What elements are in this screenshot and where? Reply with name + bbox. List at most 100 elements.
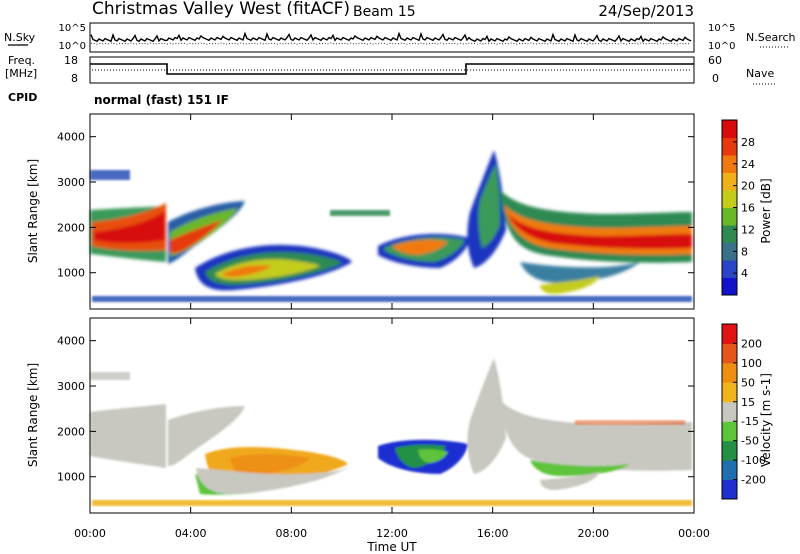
x-tick-label: 16:00	[477, 527, 509, 540]
velocity-y-tick-label: 1000	[57, 471, 85, 484]
power-band-noon-orange	[392, 239, 448, 255]
power-upper-scatter-1	[90, 170, 130, 180]
noise-panel: N.Sky 10^5 10^0 10^5 10^0 N.Search	[4, 22, 796, 53]
power-panel: Slant Range [km] 1000 2000 3000 4000 4 8 12 16…	[26, 113, 773, 310]
power-band-night-dawn	[540, 276, 600, 294]
noise-y-tick-bottom: 10^0	[59, 41, 86, 52]
power-colorbar-segment	[722, 277, 737, 296]
noise-search-series	[90, 42, 692, 45]
velocity-colorbar-tick-label: -15	[741, 415, 759, 428]
velocity-orange-core	[230, 454, 310, 476]
x-axis-title: Time UT	[366, 540, 417, 554]
nave-tick-top: 60	[708, 54, 722, 67]
power-y-axis-label: Slant Range [km]	[26, 159, 40, 263]
velocity-colorbar-segment	[722, 343, 737, 364]
cpid-label: CPID	[8, 91, 37, 104]
velocity-green-night	[530, 460, 630, 476]
velocity-upper-scatter-1	[90, 372, 130, 380]
velocity-colorbar-segment	[722, 324, 737, 344]
power-colorbar-tick-label: 4	[741, 267, 748, 280]
velocity-colorbar-segment	[722, 440, 737, 461]
power-band-morning-red	[170, 220, 222, 254]
velocity-colorbar-tick-label: 15	[741, 396, 755, 409]
velocity-plume	[467, 358, 506, 474]
power-band-day-orange	[222, 265, 272, 277]
velocity-gs-morning	[168, 406, 245, 466]
velocity-gs-day	[196, 465, 352, 494]
power-colorbar-segment	[722, 207, 737, 226]
velocity-colorbar-tick-label: 100	[741, 357, 762, 370]
noise-y-tick-top: 10^5	[59, 23, 86, 34]
power-x-ticks	[89, 114, 695, 309]
velocity-gs-dawn	[540, 472, 600, 490]
velocity-colorbar: 200 100 50 15 -15 -50 -100 -200	[721, 323, 766, 500]
velocity-colorbar-segment	[722, 362, 737, 383]
x-tick-label: 00:00	[678, 527, 710, 540]
velocity-heatmap	[90, 358, 692, 506]
power-upper-scatter-2	[330, 210, 390, 216]
power-colorbar-segment	[722, 242, 737, 261]
velocity-plot-frame	[89, 317, 695, 514]
velocity-colorbar-segment	[722, 460, 737, 481]
freq-y-tick-bottom: 8	[71, 72, 78, 85]
power-band-night-lower	[520, 262, 640, 283]
power-colorbar-segment	[722, 120, 737, 138]
velocity-upper-scatter-2	[575, 420, 685, 425]
velocity-y-tick-label: 3000	[57, 380, 85, 393]
velocity-gs-evening	[90, 404, 166, 468]
velocity-near-range-band	[92, 500, 692, 506]
velocity-colorbar-segment	[722, 401, 737, 422]
cpid-text: normal (fast) 151 IF	[94, 93, 229, 107]
velocity-colorbar-frame	[721, 323, 738, 500]
velocity-y-tick-label: 2000	[57, 425, 85, 438]
x-tick-label: 00:00	[74, 527, 106, 540]
velocity-x-ticks	[89, 318, 695, 513]
power-colorbar-tick-label: 24	[741, 158, 755, 171]
power-colorbar: 4 8 12 16 20 24 28	[721, 119, 755, 296]
velocity-colorbar-tick-label: -200	[741, 474, 766, 487]
x-tick-label: 04:00	[175, 527, 207, 540]
power-y-tick-label: 1000	[57, 267, 85, 280]
power-colorbar-tick-label: 12	[741, 223, 755, 236]
noise-sky-series	[90, 31, 692, 43]
noise-search-label: N.Search	[746, 31, 796, 44]
power-band-night-red	[508, 214, 692, 249]
power-band-evening-red	[94, 211, 165, 243]
power-colorbar-segment	[722, 172, 737, 191]
power-band-plume-green	[478, 164, 500, 248]
power-colorbar-tick-label: 28	[741, 136, 755, 149]
x-tick-label: 20:00	[577, 527, 609, 540]
velocity-y-ticks: 1000 2000 3000 4000	[57, 335, 694, 484]
power-colorbar-segment	[722, 190, 737, 208]
power-near-range-band	[92, 296, 692, 302]
power-plot-frame	[89, 113, 695, 310]
power-colorbar-tick-label: 16	[741, 202, 755, 215]
power-y-tick-label: 4000	[57, 131, 85, 144]
velocity-colorbar-tick-label: -100	[741, 454, 766, 467]
power-colorbar-segment	[722, 225, 737, 243]
velocity-y-axis-label: Slant Range [km]	[26, 363, 40, 467]
x-tick-label: 12:00	[376, 527, 408, 540]
power-colorbar-segment	[722, 155, 737, 173]
nave-tick-bottom: 0	[712, 72, 719, 85]
power-y-tick-label: 3000	[57, 176, 85, 189]
velocity-gs-night	[500, 400, 692, 471]
velocity-colorbar-tick-label: -50	[741, 435, 759, 448]
x-tick-labels: 00:00 04:00 08:00 12:00 16:00 20:00 00:00	[74, 527, 710, 540]
frequency-panel: Freq. [MHz] 18 8 60 0 Nave CPID normal (…	[5, 54, 775, 107]
freq-label: Freq.	[8, 54, 35, 67]
date-title: 24/Sep/2013	[598, 2, 694, 20]
power-colorbar-segment	[722, 260, 737, 278]
freq-unit-label: [MHz]	[5, 67, 37, 80]
noise-sky-label: N.Sky	[4, 31, 36, 44]
velocity-y-tick-label: 4000	[57, 335, 85, 348]
power-colorbar-label: Power [dB]	[759, 178, 773, 243]
power-colorbar-segment	[722, 137, 737, 156]
power-heatmap	[90, 150, 692, 302]
x-tick-label: 08:00	[275, 527, 307, 540]
velocity-green-noon-2	[418, 449, 448, 463]
power-y-tick-label: 2000	[57, 221, 85, 234]
velocity-colorbar-segment	[722, 382, 737, 403]
freq-y-tick-top: 18	[64, 54, 78, 67]
